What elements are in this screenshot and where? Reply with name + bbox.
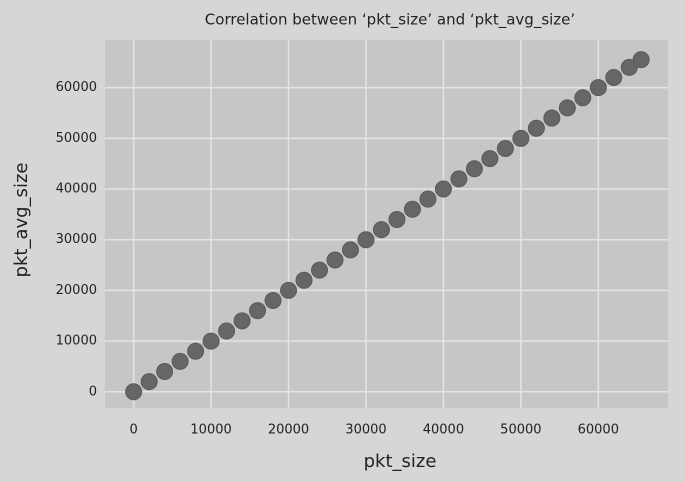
point <box>249 302 267 320</box>
x-tick-label: 40000 <box>423 423 464 438</box>
point <box>326 251 344 269</box>
x-tick-label: 50000 <box>500 423 541 438</box>
x-tick-label: 30000 <box>345 423 386 438</box>
point <box>419 190 437 208</box>
point <box>357 231 375 249</box>
point <box>295 271 313 289</box>
point <box>140 373 158 391</box>
y-tick-label: 50000 <box>56 131 97 146</box>
point <box>450 170 468 188</box>
y-axis-label: pkt_avg_size <box>11 163 32 278</box>
y-tick-label: 30000 <box>56 232 97 247</box>
point <box>434 180 452 198</box>
point <box>403 200 421 218</box>
point <box>589 79 607 97</box>
x-axis-label: pkt_size <box>364 451 437 472</box>
x-tick-label: 0 <box>130 423 138 438</box>
y-tick-label: 60000 <box>56 80 97 95</box>
point <box>125 383 143 401</box>
y-tick-label: 20000 <box>56 283 97 298</box>
point <box>388 210 406 228</box>
point <box>512 129 530 147</box>
chart-title: Correlation between ‘pkt_size’ and ‘pkt_… <box>205 11 575 30</box>
point <box>558 99 576 117</box>
point <box>574 89 592 107</box>
point <box>632 51 650 69</box>
point <box>280 281 298 299</box>
x-tick-label: 20000 <box>268 423 309 438</box>
point <box>171 352 189 370</box>
point <box>264 292 282 310</box>
x-tick-label: 60000 <box>578 423 619 438</box>
point <box>543 109 561 127</box>
x-tick-label: 10000 <box>190 423 231 438</box>
point <box>481 150 499 168</box>
y-tick-label: 40000 <box>56 182 97 197</box>
point <box>620 58 638 76</box>
point <box>341 241 359 259</box>
point <box>605 69 623 87</box>
point <box>187 342 205 360</box>
y-tick-label: 0 <box>89 384 97 399</box>
point <box>496 139 514 157</box>
point <box>156 363 174 381</box>
point <box>233 312 251 330</box>
y-tick-label: 10000 <box>56 334 97 349</box>
point <box>218 322 236 340</box>
point <box>372 221 390 239</box>
point <box>311 261 329 279</box>
point <box>527 119 545 137</box>
point <box>202 332 220 350</box>
point <box>465 160 483 178</box>
